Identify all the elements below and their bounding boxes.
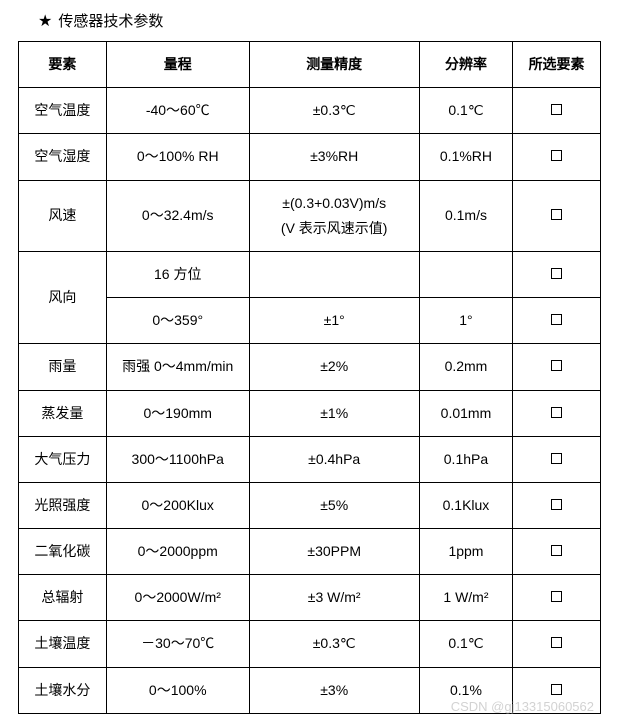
cell-resolution: 0.1Klux (419, 482, 512, 528)
header-range: 量程 (106, 42, 249, 88)
title-text: 传感器技术参数 (58, 10, 163, 31)
cell-range: 雨强 0～4mm/min (106, 344, 249, 390)
cell-resolution: 0.1m/s (419, 180, 512, 251)
header-element: 要素 (19, 42, 107, 88)
cell-range: 0～2000ppm (106, 529, 249, 575)
cell-resolution: 0.1hPa (419, 436, 512, 482)
cell-resolution: 1ppm (419, 529, 512, 575)
table-row: 风速 0～32.4m/s ±(0.3+0.03V)m/s (V 表示风速示值) … (19, 180, 601, 251)
cell-accuracy: ±30PPM (249, 529, 419, 575)
cell-element: 土壤温度 (19, 621, 107, 667)
cell-resolution: 0.2mm (419, 344, 512, 390)
cell-selected[interactable] (513, 575, 601, 621)
cell-range: -40～60℃ (106, 88, 249, 134)
checkbox-icon[interactable] (551, 453, 562, 464)
cell-resolution (419, 251, 512, 297)
table-row: 大气压力 300～1100hPa ±0.4hPa 0.1hPa (19, 436, 601, 482)
cell-range: 0～100% (106, 667, 249, 713)
cell-selected[interactable] (513, 88, 601, 134)
cell-resolution: 0.1℃ (419, 88, 512, 134)
table-row: 雨量 雨强 0～4mm/min ±2% 0.2mm (19, 344, 601, 390)
table-row: 0～359° ±1° 1° (19, 298, 601, 344)
cell-element: 土壤水分 (19, 667, 107, 713)
cell-element: 空气温度 (19, 88, 107, 134)
cell-accuracy: ±0.4hPa (249, 436, 419, 482)
cell-selected[interactable] (513, 134, 601, 180)
cell-accuracy: ±1% (249, 390, 419, 436)
cell-selected[interactable] (513, 390, 601, 436)
cell-element: 风向 (19, 251, 107, 343)
cell-range: 0～100% RH (106, 134, 249, 180)
table-header-row: 要素 量程 测量精度 分辨率 所选要素 (19, 42, 601, 88)
cell-range: 0～32.4m/s (106, 180, 249, 251)
cell-element: 光照强度 (19, 482, 107, 528)
cell-element: 蒸发量 (19, 390, 107, 436)
cell-selected[interactable] (513, 621, 601, 667)
cell-accuracy: ±2% (249, 344, 419, 390)
cell-range: 16 方位 (106, 251, 249, 297)
cell-resolution: 0.01mm (419, 390, 512, 436)
section-title: ★ 传感器技术参数 (18, 10, 601, 31)
cell-selected[interactable] (513, 180, 601, 251)
header-selected: 所选要素 (513, 42, 601, 88)
table-row: 蒸发量 0～190mm ±1% 0.01mm (19, 390, 601, 436)
checkbox-icon[interactable] (551, 545, 562, 556)
cell-accuracy (249, 251, 419, 297)
table-row: 风向 16 方位 (19, 251, 601, 297)
cell-selected[interactable] (513, 251, 601, 297)
checkbox-icon[interactable] (551, 209, 562, 220)
cell-selected[interactable] (513, 436, 601, 482)
checkbox-icon[interactable] (551, 637, 562, 648)
table-row: 总辐射 0～2000W/m² ±3 W/m² 1 W/m² (19, 575, 601, 621)
table-row: 空气温度 -40～60℃ ±0.3℃ 0.1℃ (19, 88, 601, 134)
cell-resolution: 0.1℃ (419, 621, 512, 667)
watermark: CSDN @gj13315060562 (451, 699, 594, 714)
cell-resolution: 0.1%RH (419, 134, 512, 180)
checkbox-icon[interactable] (551, 314, 562, 325)
checkbox-icon[interactable] (551, 591, 562, 602)
cell-selected[interactable] (513, 482, 601, 528)
cell-element: 二氧化碳 (19, 529, 107, 575)
star-icon: ★ (38, 11, 52, 31)
cell-resolution: 1 W/m² (419, 575, 512, 621)
sensor-parameters-table: 要素 量程 测量精度 分辨率 所选要素 空气温度 -40～60℃ ±0.3℃ 0… (18, 41, 601, 714)
cell-selected[interactable] (513, 344, 601, 390)
checkbox-icon[interactable] (551, 150, 562, 161)
table-row: 二氧化碳 0～2000ppm ±30PPM 1ppm (19, 529, 601, 575)
cell-accuracy: ±3 W/m² (249, 575, 419, 621)
cell-range: －30～70℃ (106, 621, 249, 667)
header-resolution: 分辨率 (419, 42, 512, 88)
cell-range: 300～1100hPa (106, 436, 249, 482)
cell-accuracy: ±0.3℃ (249, 621, 419, 667)
cell-selected[interactable] (513, 298, 601, 344)
cell-range: 0～2000W/m² (106, 575, 249, 621)
checkbox-icon[interactable] (551, 499, 562, 510)
cell-accuracy: ±(0.3+0.03V)m/s (V 表示风速示值) (249, 180, 419, 251)
cell-accuracy: ±0.3℃ (249, 88, 419, 134)
table-row: 空气湿度 0～100% RH ±3%RH 0.1%RH (19, 134, 601, 180)
cell-range: 0～359° (106, 298, 249, 344)
cell-element: 大气压力 (19, 436, 107, 482)
table-body: 空气温度 -40～60℃ ±0.3℃ 0.1℃ 空气湿度 0～100% RH ±… (19, 88, 601, 714)
cell-range: 0～200Klux (106, 482, 249, 528)
table-row: 光照强度 0～200Klux ±5% 0.1Klux (19, 482, 601, 528)
cell-element: 总辐射 (19, 575, 107, 621)
cell-accuracy: ±5% (249, 482, 419, 528)
cell-element: 雨量 (19, 344, 107, 390)
checkbox-icon[interactable] (551, 407, 562, 418)
checkbox-icon[interactable] (551, 360, 562, 371)
cell-accuracy: ±3% (249, 667, 419, 713)
cell-accuracy: ±1° (249, 298, 419, 344)
cell-selected[interactable] (513, 529, 601, 575)
cell-element: 风速 (19, 180, 107, 251)
table-row: 土壤温度 －30～70℃ ±0.3℃ 0.1℃ (19, 621, 601, 667)
cell-resolution: 1° (419, 298, 512, 344)
checkbox-icon[interactable] (551, 104, 562, 115)
cell-element: 空气湿度 (19, 134, 107, 180)
checkbox-icon[interactable] (551, 684, 562, 695)
cell-range: 0～190mm (106, 390, 249, 436)
cell-accuracy: ±3%RH (249, 134, 419, 180)
checkbox-icon[interactable] (551, 268, 562, 279)
header-accuracy: 测量精度 (249, 42, 419, 88)
